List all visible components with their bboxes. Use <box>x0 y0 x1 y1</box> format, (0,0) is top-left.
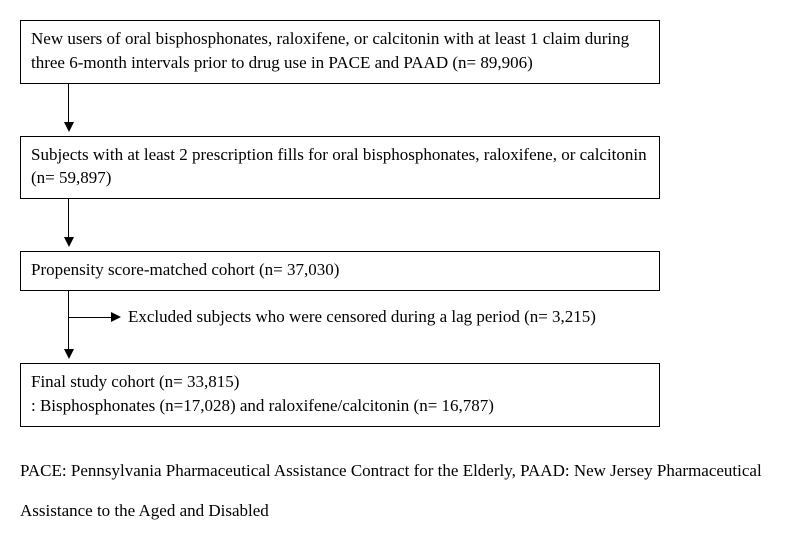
branch-exclusion-text: Excluded subjects who were censored duri… <box>128 307 596 327</box>
connector-1 <box>20 84 660 136</box>
footer-abbreviations: PACE: Pennsylvania Pharmaceutical Assist… <box>20 451 780 533</box>
arrow-down-icon <box>64 122 74 132</box>
flow-box-1: New users of oral bisphosphonates, ralox… <box>20 20 660 84</box>
flowchart: New users of oral bisphosphonates, ralox… <box>20 20 660 427</box>
arrow-down-icon <box>64 349 74 359</box>
flow-box-4: Final study cohort (n= 33,815): Bisphosp… <box>20 363 660 427</box>
flow-box-3: Propensity score-matched cohort (n= 37,0… <box>20 251 660 291</box>
connector-vline <box>68 84 69 124</box>
connector-2 <box>20 199 660 251</box>
arrow-right-icon <box>111 312 121 322</box>
connector-branch: Excluded subjects who were censored duri… <box>20 291 660 363</box>
flow-box-2: Subjects with at least 2 prescription fi… <box>20 136 660 200</box>
connector-hline <box>69 317 113 318</box>
connector-vline <box>68 199 69 239</box>
connector-vline <box>68 291 69 351</box>
arrow-down-icon <box>64 237 74 247</box>
